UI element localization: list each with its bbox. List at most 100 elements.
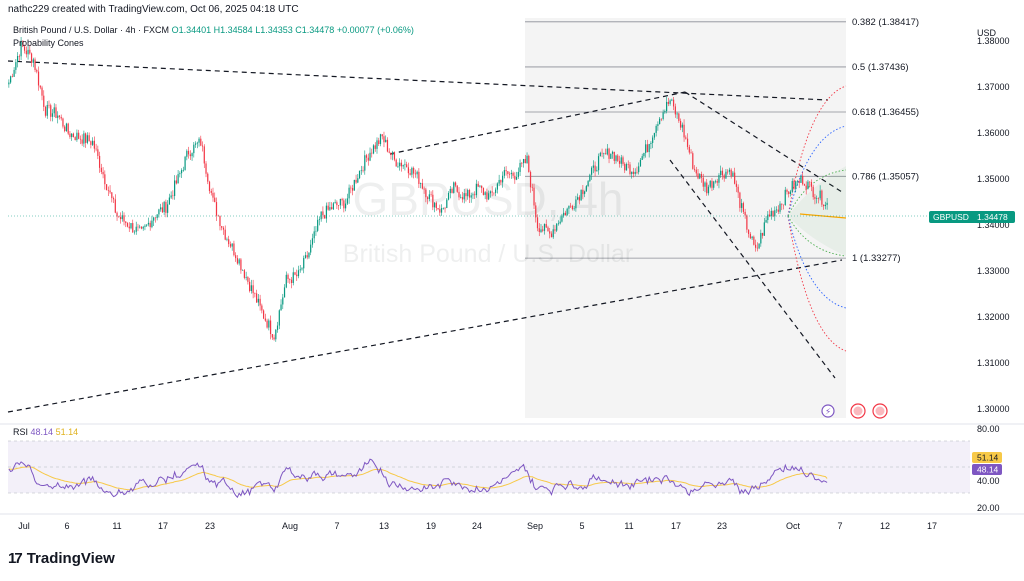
candle xyxy=(599,151,601,157)
candle xyxy=(474,191,476,199)
candle xyxy=(170,191,172,200)
candle xyxy=(561,213,563,223)
candle xyxy=(627,160,629,169)
price-tick: 1.35000 xyxy=(977,174,1010,184)
rsi-legend[interactable]: RSI 48.14 51.14 xyxy=(13,427,78,437)
candle xyxy=(119,212,122,224)
indicator-label[interactable]: Probability Cones xyxy=(13,38,84,48)
candle xyxy=(631,171,633,179)
candle xyxy=(519,159,521,177)
symbol-legend[interactable]: British Pound / U.S. Dollar · 4h · FXCM … xyxy=(13,25,414,35)
candle xyxy=(130,223,132,230)
candle xyxy=(601,148,603,158)
candle xyxy=(105,184,108,191)
candle xyxy=(753,235,755,246)
time-tick: 23 xyxy=(205,521,215,531)
candle xyxy=(400,159,403,172)
candle xyxy=(758,243,760,250)
candle xyxy=(718,173,720,189)
candle xyxy=(301,267,303,271)
candle xyxy=(439,204,441,216)
rsi-tag-value: 48.14 xyxy=(977,465,999,475)
time-tick: 11 xyxy=(624,521,633,531)
candle xyxy=(240,258,242,274)
candle xyxy=(477,181,479,188)
lightning-icon[interactable] xyxy=(821,404,835,418)
candle xyxy=(421,178,423,190)
candle xyxy=(634,168,636,176)
candle xyxy=(521,162,523,168)
us-flag-icon[interactable] xyxy=(872,403,888,419)
candle xyxy=(168,193,170,205)
candle xyxy=(737,184,739,199)
candle xyxy=(407,162,410,179)
candle xyxy=(116,211,118,221)
candle xyxy=(303,255,305,274)
candle xyxy=(720,165,722,178)
candle xyxy=(336,200,338,210)
fib-level-label: 0.5 (1.37436) xyxy=(852,62,909,73)
candle xyxy=(208,180,211,194)
candle xyxy=(376,137,378,154)
candle xyxy=(730,168,732,179)
candle xyxy=(177,169,179,184)
candle xyxy=(41,85,43,101)
candle xyxy=(585,185,587,192)
candle xyxy=(402,164,404,170)
candle xyxy=(488,190,490,201)
candle xyxy=(268,318,270,331)
candle xyxy=(269,315,272,340)
candle xyxy=(29,44,31,55)
candle xyxy=(802,171,804,186)
candle xyxy=(194,141,197,148)
tradingview-logo[interactable]: 17 TradingView xyxy=(8,550,115,567)
price-tick: 1.38000 xyxy=(977,36,1010,46)
candle xyxy=(114,194,116,214)
candle xyxy=(515,171,518,181)
candle xyxy=(706,179,708,196)
symbol-name: British Pound / U.S. Dollar · 4h · FXCM xyxy=(13,25,170,35)
candle xyxy=(425,188,427,203)
candle xyxy=(625,162,628,171)
candle xyxy=(15,58,17,74)
candle xyxy=(406,161,408,168)
candle xyxy=(664,109,666,114)
ohlc-low: L1.34353 xyxy=(255,25,293,35)
candle xyxy=(800,175,802,184)
candle xyxy=(247,276,249,285)
time-tick: 19 xyxy=(426,521,436,531)
candle xyxy=(707,184,710,196)
candle xyxy=(357,174,359,184)
candle xyxy=(770,207,772,220)
candle xyxy=(713,180,715,190)
us-flag-icon[interactable] xyxy=(850,403,866,419)
candle xyxy=(144,224,146,231)
candle xyxy=(191,152,193,161)
time-axis: Jul 6 11 17 23 Aug 7 13 19 24 Sep 5 11 17 23 Oct 7 12 17 xyxy=(18,521,937,531)
candle xyxy=(440,204,443,216)
candle xyxy=(433,202,436,213)
candle xyxy=(324,214,326,219)
candle xyxy=(432,190,434,211)
candle xyxy=(371,148,373,158)
candle xyxy=(78,129,80,140)
candle xyxy=(22,40,24,48)
trend-line xyxy=(669,159,836,379)
candle xyxy=(149,220,151,231)
candle xyxy=(414,169,416,178)
candle xyxy=(725,169,727,180)
candle xyxy=(716,178,718,186)
candle xyxy=(692,151,694,170)
candle xyxy=(390,152,392,160)
candle xyxy=(617,154,619,162)
candle xyxy=(126,222,129,228)
watermark-symbol: GBPUSD, 4h xyxy=(353,173,624,225)
ohlc-change: +0.00077 (+0.06%) xyxy=(336,25,414,35)
candle xyxy=(172,190,174,200)
candle xyxy=(118,215,120,218)
candle xyxy=(458,187,460,201)
candle xyxy=(674,103,676,118)
candle xyxy=(535,202,537,223)
trend-line xyxy=(7,60,829,101)
